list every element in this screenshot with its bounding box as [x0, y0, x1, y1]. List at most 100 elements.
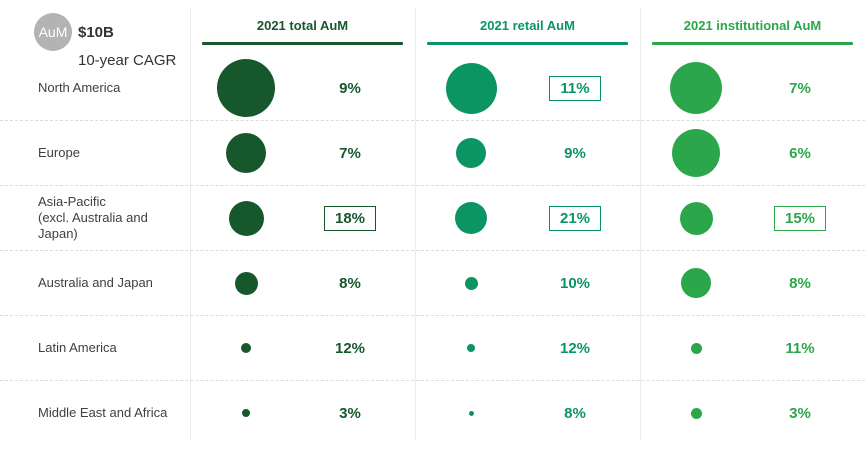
bubble-slot	[415, 138, 527, 168]
column-divider-2	[415, 8, 416, 440]
aum-bubble	[681, 268, 711, 298]
data-cell: 7%	[190, 133, 415, 173]
data-cell: 15%	[640, 201, 865, 235]
data-cell: 18%	[190, 200, 415, 236]
column-header-institutional-rule	[652, 42, 853, 45]
cagr-slot: 9%	[302, 80, 398, 97]
region-label: North America	[38, 79, 121, 95]
cagr-slot: 10%	[527, 275, 623, 292]
legend-bubble-value: $10B	[78, 23, 114, 41]
region-label: Middle East and Africa	[38, 404, 168, 420]
column-header-total: 2021 total AuM	[190, 18, 415, 45]
region-label: Australia and Japan	[38, 274, 153, 290]
data-cell: 10%	[415, 275, 640, 292]
data-cell: 8%	[415, 405, 640, 422]
aum-bubble	[242, 409, 250, 417]
aum-bubble	[456, 138, 486, 168]
legend-bubble-label: AuM	[38, 24, 68, 40]
column-header-retail-rule	[427, 42, 628, 45]
cagr-slot: 8%	[527, 405, 623, 422]
cagr-value: 10%	[559, 274, 591, 292]
bubble-slot	[640, 129, 752, 177]
column-header-total-label: 2021 total AuM	[256, 18, 349, 33]
table-row: Middle East and Africa 3% 8% 3%	[0, 381, 865, 445]
table-row: Latin America 12% 12% 11%	[0, 316, 865, 381]
bubble-slot	[190, 343, 302, 353]
cagr-value: 3%	[339, 404, 361, 422]
cagr-slot: 15%	[752, 205, 848, 231]
cagr-value-highlighted: 15%	[773, 205, 827, 231]
chart-rows: North America 9% 11% 7% Europe 7% 9% 6% Asia-Pac…	[0, 56, 865, 445]
cagr-slot: 8%	[302, 275, 398, 292]
region-label: Europe	[38, 144, 80, 160]
bubble-slot	[415, 62, 527, 114]
cagr-slot: 11%	[752, 340, 848, 357]
cagr-value: 8%	[789, 274, 811, 292]
table-row: Australia and Japan 8% 10% 8%	[0, 251, 865, 316]
aum-bubble	[690, 342, 702, 354]
data-cell: 8%	[640, 268, 865, 298]
data-cell: 11%	[640, 340, 865, 357]
data-cell: 9%	[190, 59, 415, 117]
bubble-slot	[640, 407, 752, 419]
cagr-slot: 3%	[752, 405, 848, 422]
cagr-value-highlighted: 21%	[548, 205, 602, 231]
bubble-slot	[640, 342, 752, 354]
data-cell: 7%	[640, 62, 865, 114]
bubble-slot	[415, 202, 527, 234]
bubble-slot	[640, 62, 752, 114]
bubble-slot	[640, 201, 752, 235]
cagr-slot: 11%	[527, 75, 623, 101]
aum-bubble	[464, 276, 478, 290]
bubble-slot	[190, 133, 302, 173]
column-header-retail: 2021 retail AuM	[415, 18, 640, 45]
cagr-slot: 7%	[752, 80, 848, 97]
aum-bubble-icon: AuM	[34, 13, 72, 51]
aum-bubble	[445, 62, 497, 114]
aum-bubble	[217, 59, 275, 117]
aum-bubble	[234, 271, 258, 295]
cagr-value: 7%	[339, 144, 361, 162]
data-cell: 12%	[415, 340, 640, 357]
data-cell: 9%	[415, 138, 640, 168]
cagr-slot: 21%	[527, 205, 623, 231]
aum-bubble	[690, 407, 702, 419]
data-cell: 12%	[190, 340, 415, 357]
cagr-value: 12%	[559, 339, 591, 357]
data-cell: 6%	[640, 129, 865, 177]
aum-bubble	[241, 343, 251, 353]
table-row: Europe 7% 9% 6%	[0, 121, 865, 186]
cagr-value-highlighted: 11%	[549, 75, 601, 101]
aum-bubble	[670, 62, 722, 114]
cagr-value: 3%	[789, 404, 811, 422]
column-header-total-rule	[202, 42, 403, 45]
region-label-subtext: (excl. Australia and Japan)	[38, 209, 148, 242]
cagr-value: 9%	[339, 79, 361, 97]
aum-bubble	[455, 202, 487, 234]
region-label: Latin America	[38, 339, 117, 355]
data-cell: 21%	[415, 202, 640, 234]
bubble-slot	[640, 268, 752, 298]
data-cell: 8%	[190, 271, 415, 295]
bubble-slot	[415, 410, 527, 416]
cagr-value: 6%	[789, 144, 811, 162]
legend-size-key: AuM $10B	[34, 13, 176, 51]
table-row: North America 9% 11% 7%	[0, 56, 865, 121]
aum-bubble	[679, 201, 713, 235]
region-label: Asia-Pacific (excl. Australia and Japan)	[0, 194, 190, 243]
bubble-slot	[190, 200, 302, 236]
cagr-slot: 12%	[302, 340, 398, 357]
bubble-slot	[190, 409, 302, 417]
aum-bubble	[468, 410, 474, 416]
bubble-slot	[190, 271, 302, 295]
cagr-slot: 12%	[527, 340, 623, 357]
cagr-value: 11%	[785, 339, 815, 357]
legend-cagr-label: 10-year CAGR	[78, 52, 177, 69]
chart-legend: AuM $10B 10-year CAGR	[34, 13, 176, 69]
table-row: Asia-Pacific (excl. Australia and Japan) 1…	[0, 186, 865, 251]
column-divider-3	[640, 8, 641, 440]
cagr-slot: 9%	[527, 145, 623, 162]
data-cell: 11%	[415, 62, 640, 114]
cagr-value-highlighted: 18%	[323, 205, 377, 231]
